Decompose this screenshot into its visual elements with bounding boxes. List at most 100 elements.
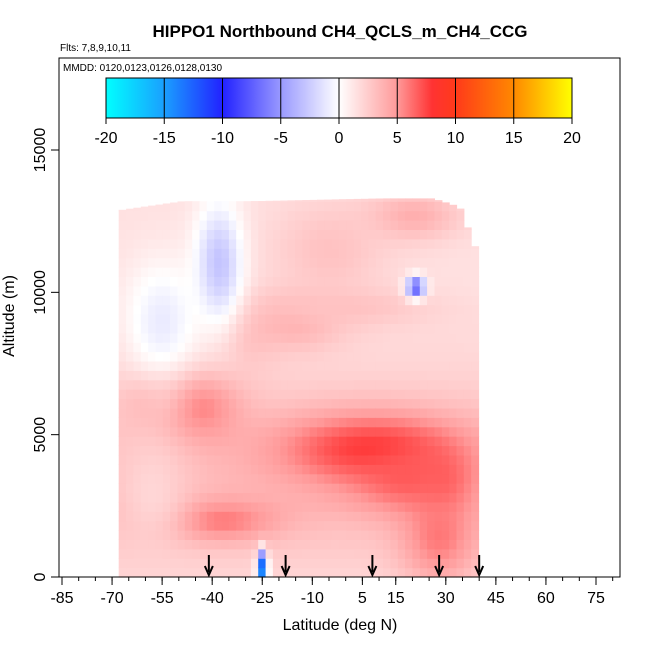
field-cell: [324, 257, 333, 268]
field-cell: [192, 276, 201, 287]
field-cell: [471, 445, 480, 456]
field-cell: [324, 389, 333, 400]
field-cell: [353, 436, 362, 447]
field-cell: [419, 304, 428, 315]
field-cell: [434, 332, 443, 343]
field-cell: [456, 473, 465, 484]
colorbar-tick-label: -15: [153, 130, 176, 147]
field-cell: [353, 407, 362, 418]
field-cell: [441, 370, 450, 381]
field-cell: [272, 473, 281, 484]
field-cell: [471, 304, 480, 315]
field-cell: [148, 238, 156, 249]
field-cell: [177, 210, 186, 221]
field-cell: [427, 257, 435, 268]
field-cell: [221, 511, 230, 522]
mmdd-label: MMDD: 0120,0123,0126,0128,0130: [63, 63, 222, 74]
field-cell: [258, 539, 267, 550]
field-cell: [140, 483, 149, 494]
field-cell: [412, 323, 421, 334]
field-cell: [162, 548, 171, 559]
field-cell: [368, 389, 377, 400]
field-cell: [170, 285, 178, 296]
field-cell: [317, 342, 325, 353]
field-cell: [148, 248, 156, 259]
field-cell: [162, 304, 171, 315]
field-cell: [272, 454, 281, 465]
field-cell: [118, 558, 127, 569]
field-cell: [236, 360, 245, 371]
field-cell: [383, 445, 391, 456]
field-cell: [397, 398, 406, 409]
field-cell: [250, 229, 259, 240]
field-cell: [441, 248, 450, 259]
field-cell: [228, 304, 237, 315]
field-cell: [434, 511, 443, 522]
field-cell: [162, 454, 171, 465]
field-cell: [258, 483, 267, 494]
field-cell: [375, 436, 384, 447]
field-cell: [236, 389, 245, 400]
field-cell: [148, 539, 156, 550]
field-cell: [419, 454, 428, 465]
field-cell: [361, 248, 369, 259]
field-cell: [184, 567, 193, 578]
flights-label: Flts: 7,8,9,10,11: [60, 43, 131, 54]
field-cell: [155, 295, 164, 306]
field-cell: [295, 201, 303, 212]
field-cell: [434, 407, 443, 418]
field-cell: [449, 285, 458, 296]
field-cell: [133, 257, 142, 268]
field-cell: [405, 445, 413, 456]
field-cell: [221, 238, 230, 249]
field-cell: [419, 464, 428, 475]
field-cell: [140, 520, 149, 531]
field-cell: [302, 511, 311, 522]
field-cell: [214, 426, 223, 437]
field-cell: [309, 220, 318, 230]
field-cell: [133, 314, 142, 324]
field-cell: [258, 220, 267, 230]
field-cell: [412, 558, 421, 569]
field-cell: [434, 501, 443, 512]
field-cell: [287, 379, 296, 390]
field-cell: [214, 379, 223, 390]
field-cell: [228, 530, 237, 540]
field-cell: [405, 511, 413, 522]
field-cell: [177, 332, 186, 343]
field-cell: [375, 267, 384, 277]
field-cell: [140, 407, 149, 418]
field-cell: [434, 295, 443, 306]
field-cell: [265, 511, 274, 522]
field-cell: [339, 220, 347, 230]
field-cell: [214, 295, 223, 306]
field-cell: [441, 379, 450, 390]
field-cell: [361, 417, 369, 428]
field-cell: [155, 285, 164, 296]
field-cell: [463, 229, 472, 240]
field-cell: [184, 332, 193, 343]
field-cell: [162, 520, 171, 531]
field-cell: [236, 267, 245, 277]
field-cell: [236, 276, 245, 287]
field-cell: [206, 436, 215, 447]
field-cell: [126, 314, 134, 324]
field-cell: [250, 370, 259, 381]
field-cell: [309, 530, 318, 540]
field-cell: [390, 511, 399, 522]
field-cell: [140, 511, 149, 522]
field-cell: [272, 511, 281, 522]
field-cell: [449, 454, 458, 465]
field-cell: [456, 285, 465, 296]
field-cell: [456, 267, 465, 277]
field-cell: [302, 267, 311, 277]
field-cell: [214, 248, 223, 259]
field-cell: [368, 332, 377, 343]
field-cell: [383, 210, 391, 221]
field-cell: [471, 492, 480, 503]
field-cell: [405, 501, 413, 512]
field-cell: [295, 539, 303, 550]
field-cell: [236, 379, 245, 390]
field-cell: [427, 389, 435, 400]
field-cell: [214, 548, 223, 559]
